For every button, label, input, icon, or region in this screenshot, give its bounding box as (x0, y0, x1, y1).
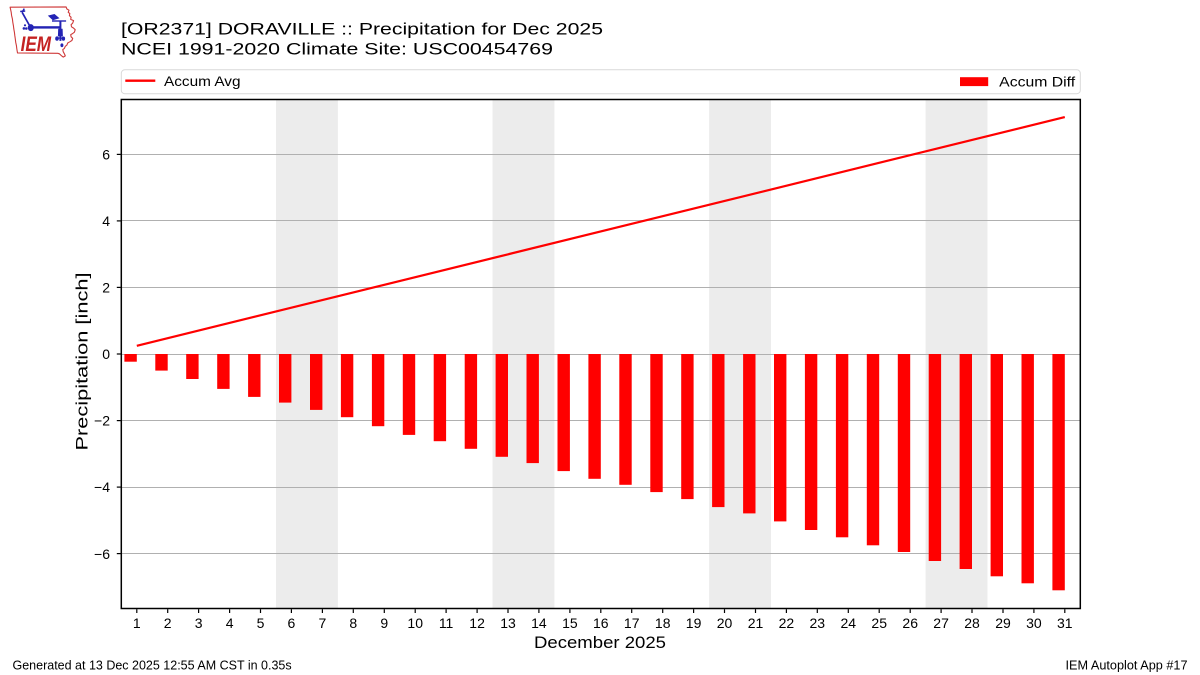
svg-text:9: 9 (380, 615, 388, 631)
svg-text:2: 2 (164, 615, 172, 631)
svg-text:28: 28 (964, 615, 980, 631)
svg-text:Generated at 13 Dec 2025 12:55: Generated at 13 Dec 2025 12:55 AM CST in… (13, 659, 292, 673)
svg-text:24: 24 (841, 615, 857, 631)
svg-text:10: 10 (407, 615, 423, 631)
svg-text:23: 23 (810, 615, 826, 631)
svg-text:30: 30 (1026, 615, 1042, 631)
svg-text:22: 22 (779, 615, 795, 631)
svg-text:19: 19 (686, 615, 702, 631)
svg-text:11: 11 (439, 615, 454, 631)
svg-text:Accum Diff: Accum Diff (999, 73, 1075, 89)
svg-text:0: 0 (102, 346, 110, 362)
svg-text:8: 8 (349, 615, 357, 631)
svg-text:18: 18 (655, 615, 671, 631)
svg-text:17: 17 (624, 615, 640, 631)
svg-text:25: 25 (871, 615, 887, 631)
svg-text:1: 1 (133, 615, 141, 631)
svg-text:December 2025: December 2025 (534, 633, 666, 652)
svg-text:Precipitation [inch]: Precipitation [inch] (72, 273, 91, 451)
svg-text:−2: −2 (94, 413, 110, 429)
svg-text:15: 15 (562, 615, 578, 631)
svg-text:5: 5 (257, 615, 265, 631)
svg-text:7: 7 (319, 615, 327, 631)
svg-text:IEM: IEM (21, 33, 52, 56)
svg-text:20: 20 (717, 615, 733, 631)
svg-text:12: 12 (469, 615, 485, 631)
svg-text:2: 2 (102, 280, 110, 296)
svg-text:31: 31 (1057, 615, 1073, 631)
svg-text:NCEI 1991-2020 Climate Site: U: NCEI 1991-2020 Climate Site: USC00454769 (121, 40, 553, 59)
svg-text:[OR2371] DORAVILLE :: Precipit: [OR2371] DORAVILLE :: Precipitation for … (121, 20, 603, 39)
svg-text:14: 14 (531, 615, 547, 631)
svg-text:3: 3 (195, 615, 203, 631)
svg-text:−6: −6 (94, 546, 110, 562)
svg-text:13: 13 (500, 615, 516, 631)
svg-text:6: 6 (102, 147, 110, 163)
svg-text:26: 26 (902, 615, 918, 631)
svg-text:4: 4 (102, 213, 110, 229)
svg-text:6: 6 (288, 615, 296, 631)
svg-text:IEM Autoplot App #17: IEM Autoplot App #17 (1066, 659, 1188, 673)
svg-text:29: 29 (995, 615, 1011, 631)
svg-text:Accum Avg: Accum Avg (164, 73, 241, 89)
svg-text:4: 4 (226, 615, 234, 631)
svg-text:27: 27 (933, 615, 949, 631)
svg-text:16: 16 (593, 615, 609, 631)
svg-text:21: 21 (748, 615, 764, 631)
svg-text:−4: −4 (94, 479, 110, 495)
